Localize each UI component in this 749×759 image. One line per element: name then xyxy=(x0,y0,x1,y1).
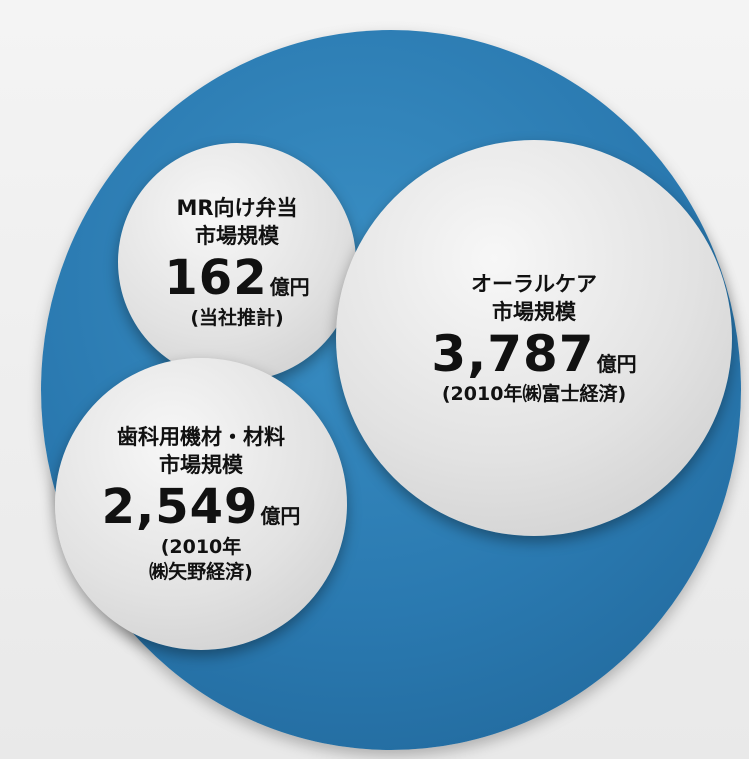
oral-care-market-bubble: オーラルケア 市場規模 3,787 億円 (2010年㈱富士経済) xyxy=(336,140,732,536)
oral-care-title-line1: オーラルケア xyxy=(471,271,597,296)
dental-title-line1: 歯科用機材・材料 xyxy=(117,425,285,449)
dental-source-line2: ㈱矢野経済) xyxy=(149,561,253,583)
mr-bento-title-line2: 市場規模 xyxy=(195,223,279,248)
dental-source-line1: (2010年 xyxy=(160,536,242,558)
mr-bento-value: 162 xyxy=(164,249,268,306)
mr-bento-value-line: 162 億円 xyxy=(164,252,309,304)
dental-value-line: 2,549 億円 xyxy=(102,481,301,533)
mr-bento-unit: 億円 xyxy=(269,274,310,299)
oral-care-value-line: 3,787 億円 xyxy=(431,328,636,380)
dental-title-line2: 市場規模 xyxy=(159,453,243,477)
mr-bento-market-bubble: MR向け弁当 市場規模 162 億円 (当社推計) xyxy=(118,143,356,381)
mr-bento-source: (当社推計) xyxy=(190,306,284,329)
oral-care-title-line2: 市場規模 xyxy=(492,299,576,324)
dental-unit: 億円 xyxy=(260,504,301,528)
mr-bento-title-line1: MR向け弁当 xyxy=(176,195,298,220)
dental-value: 2,549 xyxy=(101,479,259,535)
oral-care-unit: 億円 xyxy=(596,351,637,376)
oral-care-value: 3,787 xyxy=(431,324,595,383)
dental-materials-market-bubble: 歯科用機材・材料 市場規模 2,549 億円 (2010年 ㈱矢野経済) xyxy=(55,358,347,650)
oral-care-source: (2010年㈱富士経済) xyxy=(441,382,627,405)
